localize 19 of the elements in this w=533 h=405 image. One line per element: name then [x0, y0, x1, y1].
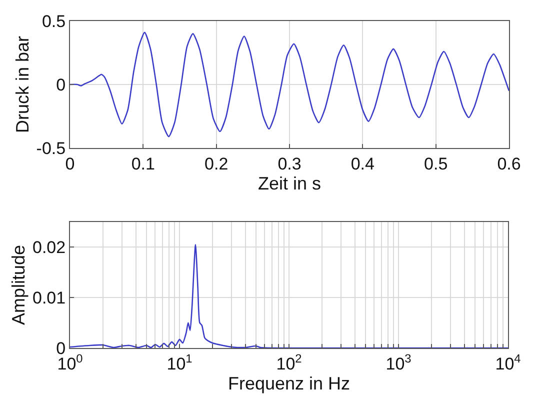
x-axis-title: Frequenz in Hz: [228, 373, 350, 394]
x-tick-label: 0.1: [131, 154, 155, 174]
y-axis-title: Druck in bar: [12, 36, 33, 134]
x-tick-label: 0.4: [350, 154, 374, 174]
x-tick-label: 10$^{4}$: [495, 351, 522, 374]
x-tick-label: 0.6: [497, 154, 521, 174]
x-tick-label: 0.3: [278, 154, 302, 174]
x-tick-label: 0.5: [424, 154, 448, 174]
x-tick-label: 10$^{2}$: [276, 351, 302, 374]
y-tick-label: -0.5: [36, 138, 66, 158]
x-tick-label: 0.2: [204, 154, 228, 174]
y-tick-label: 0.5: [42, 12, 66, 31]
x-axis-title: Zeit in s: [258, 173, 322, 194]
y-tick-label: 0.01: [32, 288, 66, 308]
y-tick-label: 0: [56, 75, 66, 94]
x-tick-label: 10$^{1}$: [166, 351, 193, 374]
y-axis-title: Amplitude: [8, 244, 29, 326]
x-tick-label: 10$^{3}$: [386, 351, 412, 374]
y-tick-label: 0.02: [32, 238, 66, 258]
